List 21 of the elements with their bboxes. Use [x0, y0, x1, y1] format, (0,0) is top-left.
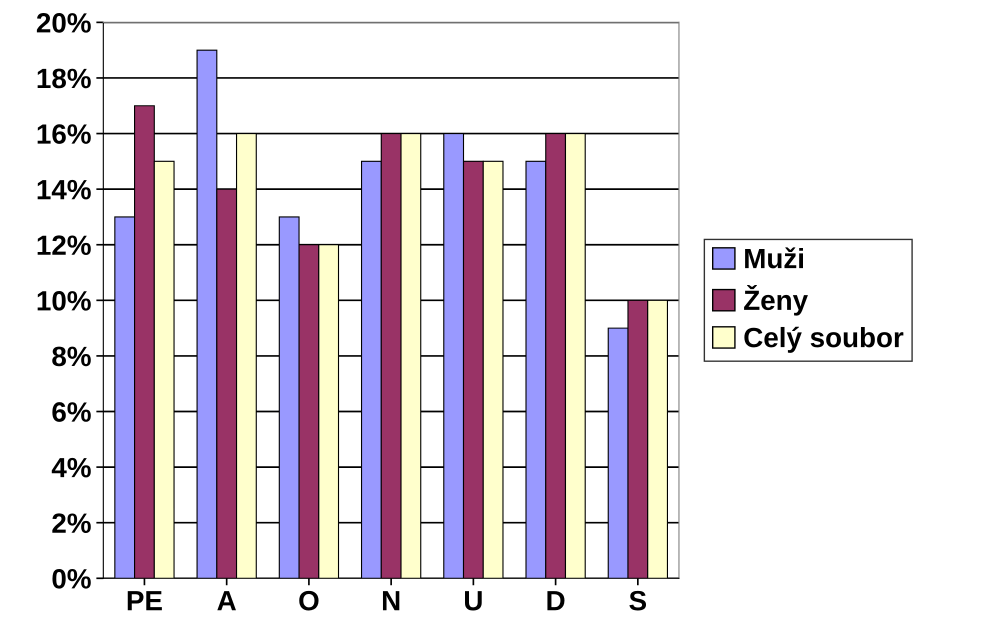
y-tick-label: 0% — [52, 568, 91, 589]
x-tick-label: U — [465, 591, 482, 611]
y-tick-label: 18% — [38, 68, 91, 88]
y-tick-label: 2% — [52, 513, 91, 533]
y-tick-label: 8% — [52, 346, 91, 366]
y-tick-label: 6% — [52, 402, 91, 422]
x-tick-label: D — [547, 591, 564, 610]
legend-label: Celý soubor — [744, 326, 904, 353]
legend-label: Muži — [745, 247, 803, 268]
x-tick-label: O — [299, 590, 319, 611]
y-tick-label: 14% — [38, 180, 91, 200]
y-tick-label: 12% — [38, 235, 91, 256]
legend-label: Ženy — [744, 284, 808, 316]
x-tick-label: S — [629, 590, 646, 611]
x-tick-label: A — [217, 591, 236, 610]
y-tick-label: 10% — [38, 291, 91, 311]
y-tick-label: 20% — [36, 13, 91, 33]
x-tick-label: N — [382, 591, 400, 610]
y-tick-label: 16% — [38, 124, 91, 144]
x-tick-label: PE — [128, 591, 162, 610]
y-tick-label: 4% — [52, 458, 91, 478]
